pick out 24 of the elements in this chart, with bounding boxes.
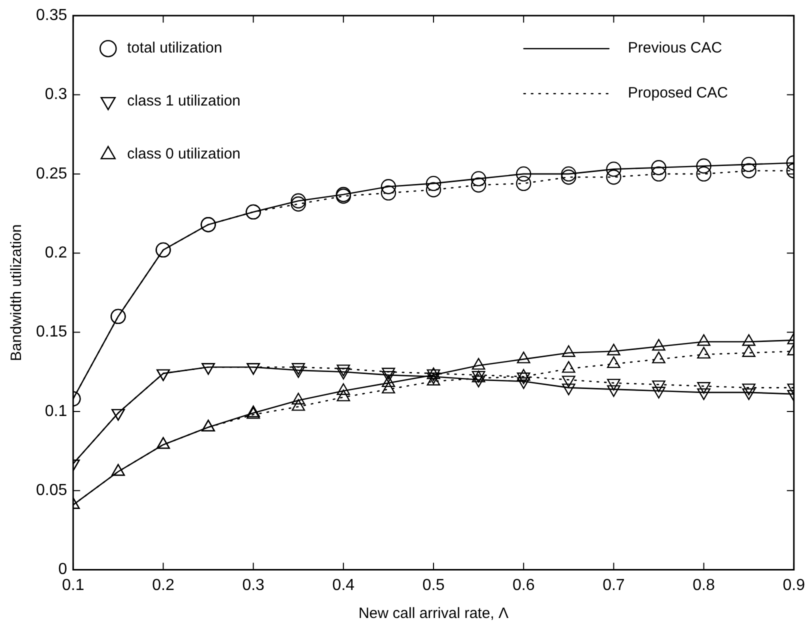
y-tick-label: 0.2 (44, 244, 68, 262)
x-tick-label: 0.3 (242, 576, 265, 594)
y-tick-label: 0.35 (36, 7, 68, 24)
x-tick-label: 0.2 (152, 576, 174, 594)
y-tick-label: 0.3 (44, 86, 68, 104)
x-tick-label: 0.7 (602, 576, 625, 594)
y-tick-label: 0.25 (36, 165, 68, 182)
x-axis-title: New call arrival rate, Λ (358, 605, 509, 622)
x-tick-label: 0.9 (782, 576, 806, 594)
y-axis-title: Bandwidth utilization (8, 224, 26, 362)
x-tick-label: 0.1 (62, 576, 84, 594)
x-tick-label: 0.4 (332, 576, 355, 594)
annotation: Proposed CAC (628, 84, 728, 102)
x-tick-label: 0.8 (692, 576, 716, 594)
legend-label: class 0 utilization (127, 146, 241, 163)
annotation: Previous CAC (628, 40, 722, 57)
y-tick-label: 0.05 (36, 482, 68, 500)
y-tick-label: 0.15 (36, 324, 68, 341)
legend-label: total utilization (127, 40, 222, 57)
legend-label: class 1 utilization (127, 92, 241, 110)
y-tick-label: 0.1 (44, 402, 68, 420)
x-tick-label: 0.6 (512, 576, 535, 594)
y-tick-label: 0 (58, 561, 68, 578)
x-tick-label: 0.5 (422, 576, 445, 594)
